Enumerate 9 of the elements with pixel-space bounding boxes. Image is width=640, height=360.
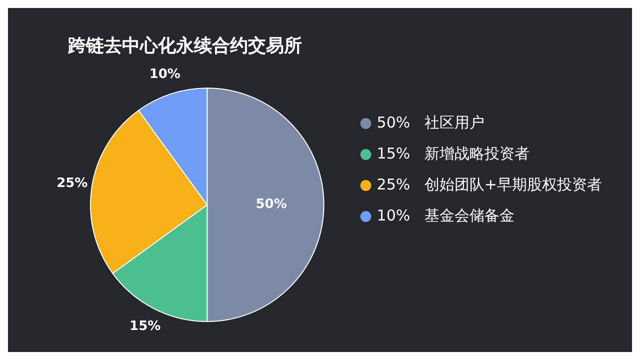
legend-label: 25% 创始团队+早期股权投资者 xyxy=(376,175,602,194)
data-label: 10% xyxy=(149,67,180,82)
legend-label: 10% 基金会储备金 xyxy=(376,206,514,224)
data-label: 25% xyxy=(56,176,88,191)
chart-title: 跨链去中心化永续合约交易所 xyxy=(67,35,302,56)
data-label: 50% xyxy=(256,197,287,212)
data-label: 15% xyxy=(130,318,161,334)
legend-label: 15% 新增战略投资者 xyxy=(376,144,530,162)
legend-label: 50% 社区用户 xyxy=(376,113,484,132)
